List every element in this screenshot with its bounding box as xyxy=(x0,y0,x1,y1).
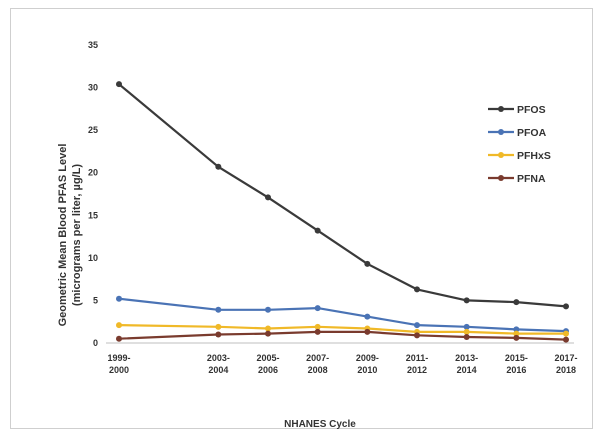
y-axis-title: Geometric Mean Blood PFAS Level xyxy=(57,144,69,327)
y-axis-label: Geometric Mean Blood PFAS Level (microgr… xyxy=(57,144,83,327)
data-point-pfoa xyxy=(513,326,520,333)
series-pfna xyxy=(116,328,569,343)
data-point-pfoa xyxy=(314,305,321,312)
x-tick-label: 2015-2016 xyxy=(505,353,528,375)
data-point-pfna xyxy=(513,334,520,341)
data-point-pfos xyxy=(314,227,321,234)
data-point-pfoa xyxy=(116,295,122,302)
x-tick-label: 2011-2012 xyxy=(406,353,429,375)
legend-marker-pfos xyxy=(498,106,504,112)
y-axis-ticks: 0 5 10 15 20 25 30 35 xyxy=(88,40,98,348)
data-point-pfos xyxy=(463,297,470,304)
data-point-pfna xyxy=(414,332,420,339)
data-point-pfna xyxy=(215,331,222,338)
x-tick-label: 2005-2006 xyxy=(256,353,279,375)
data-point-pfna xyxy=(563,336,569,343)
legend-label-pfoa: PFOA xyxy=(517,127,547,139)
data-point-pfhxs xyxy=(116,322,122,329)
data-point-pfhxs xyxy=(513,330,520,337)
y-axis-units: (micrograms per liter, µg/L) xyxy=(71,164,83,306)
y-tick-label: 20 xyxy=(88,168,98,178)
x-tick-label: 2009-2010 xyxy=(356,353,379,375)
data-point-pfna xyxy=(314,328,321,335)
y-tick-label: 25 xyxy=(88,125,98,135)
data-point-pfna xyxy=(265,330,271,337)
data-point-pfoa xyxy=(364,313,371,320)
x-tick-label: 2003-2004 xyxy=(207,353,230,375)
data-point-pfhxs xyxy=(215,323,222,330)
x-tick-label: 2007-2008 xyxy=(306,353,329,375)
data-point-pfna xyxy=(364,328,371,335)
x-axis-ticks: 1999-2000 2003-2004 2005-2006 2007-2008 2009… xyxy=(107,353,577,375)
data-point-pfoa xyxy=(414,322,420,329)
y-tick-label: 10 xyxy=(88,253,98,263)
x-axis-title: NHANES Cycle xyxy=(284,419,356,430)
legend-item-pfhxs: PFHxS xyxy=(488,150,551,162)
data-point-pfoa xyxy=(215,306,222,313)
legend-item-pfna: PFNA xyxy=(488,173,546,185)
x-tick-label: 2017-2018 xyxy=(554,353,577,375)
legend-item-pfos: PFOS xyxy=(488,104,546,116)
legend-marker-pfna xyxy=(498,175,504,181)
data-point-pfna xyxy=(116,335,122,342)
data-point-pfos xyxy=(563,303,569,310)
data-point-pfoa xyxy=(265,306,271,313)
data-point-pfos xyxy=(116,81,122,88)
y-tick-label: 30 xyxy=(88,83,98,93)
legend: PFOS PFOA PFHxS PFNA xyxy=(488,104,551,185)
data-point-pfhxs xyxy=(563,330,569,337)
data-point-pfhxs xyxy=(265,325,271,332)
data-point-pfoa xyxy=(463,323,470,330)
data-point-pfos xyxy=(513,299,520,306)
data-point-pfos xyxy=(414,286,420,293)
legend-label-pfos: PFOS xyxy=(517,104,546,116)
series-pfoa xyxy=(116,295,569,335)
data-point-pfhxs xyxy=(314,323,321,330)
y-tick-label: 15 xyxy=(88,210,98,220)
legend-label-pfhxs: PFHxS xyxy=(517,150,551,162)
y-tick-label: 0 xyxy=(93,338,98,348)
legend-marker-pfhxs xyxy=(498,152,504,158)
data-point-pfna xyxy=(463,334,470,341)
data-point-pfhxs xyxy=(463,328,470,335)
data-point-pfos xyxy=(364,260,371,267)
legend-item-pfoa: PFOA xyxy=(488,127,547,139)
x-tick-label: 1999-2000 xyxy=(107,353,130,375)
legend-label-pfna: PFNA xyxy=(517,173,546,185)
x-tick-label: 2013-2014 xyxy=(455,353,478,375)
data-point-pfos xyxy=(265,194,271,201)
legend-marker-pfoa xyxy=(498,129,504,135)
y-tick-label: 35 xyxy=(88,40,98,50)
series-layer xyxy=(116,81,569,343)
series-pfos xyxy=(116,81,569,310)
y-tick-label: 5 xyxy=(93,295,98,305)
data-point-pfos xyxy=(215,163,222,170)
